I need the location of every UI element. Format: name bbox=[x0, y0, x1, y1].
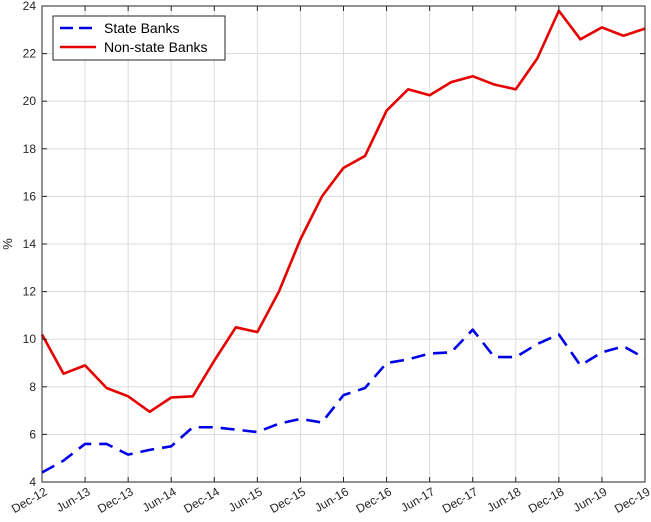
x-tick-label: Jun-13 bbox=[54, 484, 93, 515]
x-tick-label: Jun-15 bbox=[226, 484, 265, 515]
x-tick-label: Jun-17 bbox=[398, 484, 437, 515]
x-tick-label: Dec-14 bbox=[181, 484, 222, 516]
x-tick-label: Dec-18 bbox=[526, 484, 567, 516]
x-tick-label: Dec-12 bbox=[9, 484, 50, 516]
y-tick-label: 22 bbox=[23, 47, 37, 61]
axes bbox=[41, 5, 646, 483]
y-tick-label: 14 bbox=[23, 237, 37, 251]
y-tick-label: 10 bbox=[23, 332, 37, 346]
grid bbox=[41, 5, 646, 483]
x-tick-label: Jun-14 bbox=[140, 484, 179, 515]
y-tick-label: 4 bbox=[29, 475, 36, 489]
y-tick-label: 20 bbox=[23, 94, 37, 108]
y-tick-label: 8 bbox=[29, 380, 36, 394]
legend-label-state-banks: State Banks bbox=[104, 20, 180, 36]
x-tick-label: Dec-16 bbox=[354, 484, 395, 516]
x-tick-label: Jun-19 bbox=[571, 484, 610, 515]
y-tick-label: 24 bbox=[23, 0, 37, 13]
x-tick-label: Dec-13 bbox=[95, 484, 136, 516]
series-line-0 bbox=[41, 328, 646, 474]
legend-box bbox=[52, 15, 226, 61]
y-tick-label: 18 bbox=[23, 142, 37, 156]
plot-frame bbox=[41, 5, 646, 483]
y-tick-label: 16 bbox=[23, 189, 37, 203]
y-tick-label: 6 bbox=[29, 427, 36, 441]
x-tick-label: Jun-18 bbox=[484, 484, 523, 515]
x-tick-label: Jun-16 bbox=[312, 484, 351, 515]
series-layer bbox=[40, 9, 646, 474]
x-tick-label: Dec-17 bbox=[440, 484, 481, 516]
y-tick-label: 12 bbox=[23, 285, 37, 299]
legend-label-non-state-banks: Non-state Banks bbox=[104, 39, 208, 55]
x-tick-label: Dec-19 bbox=[612, 484, 651, 516]
y-axis-label: % bbox=[0, 238, 15, 250]
x-tick-label: Dec-15 bbox=[267, 484, 308, 516]
legend: State Banks Non-state Banks bbox=[52, 15, 226, 61]
series-line-1 bbox=[40, 9, 646, 414]
